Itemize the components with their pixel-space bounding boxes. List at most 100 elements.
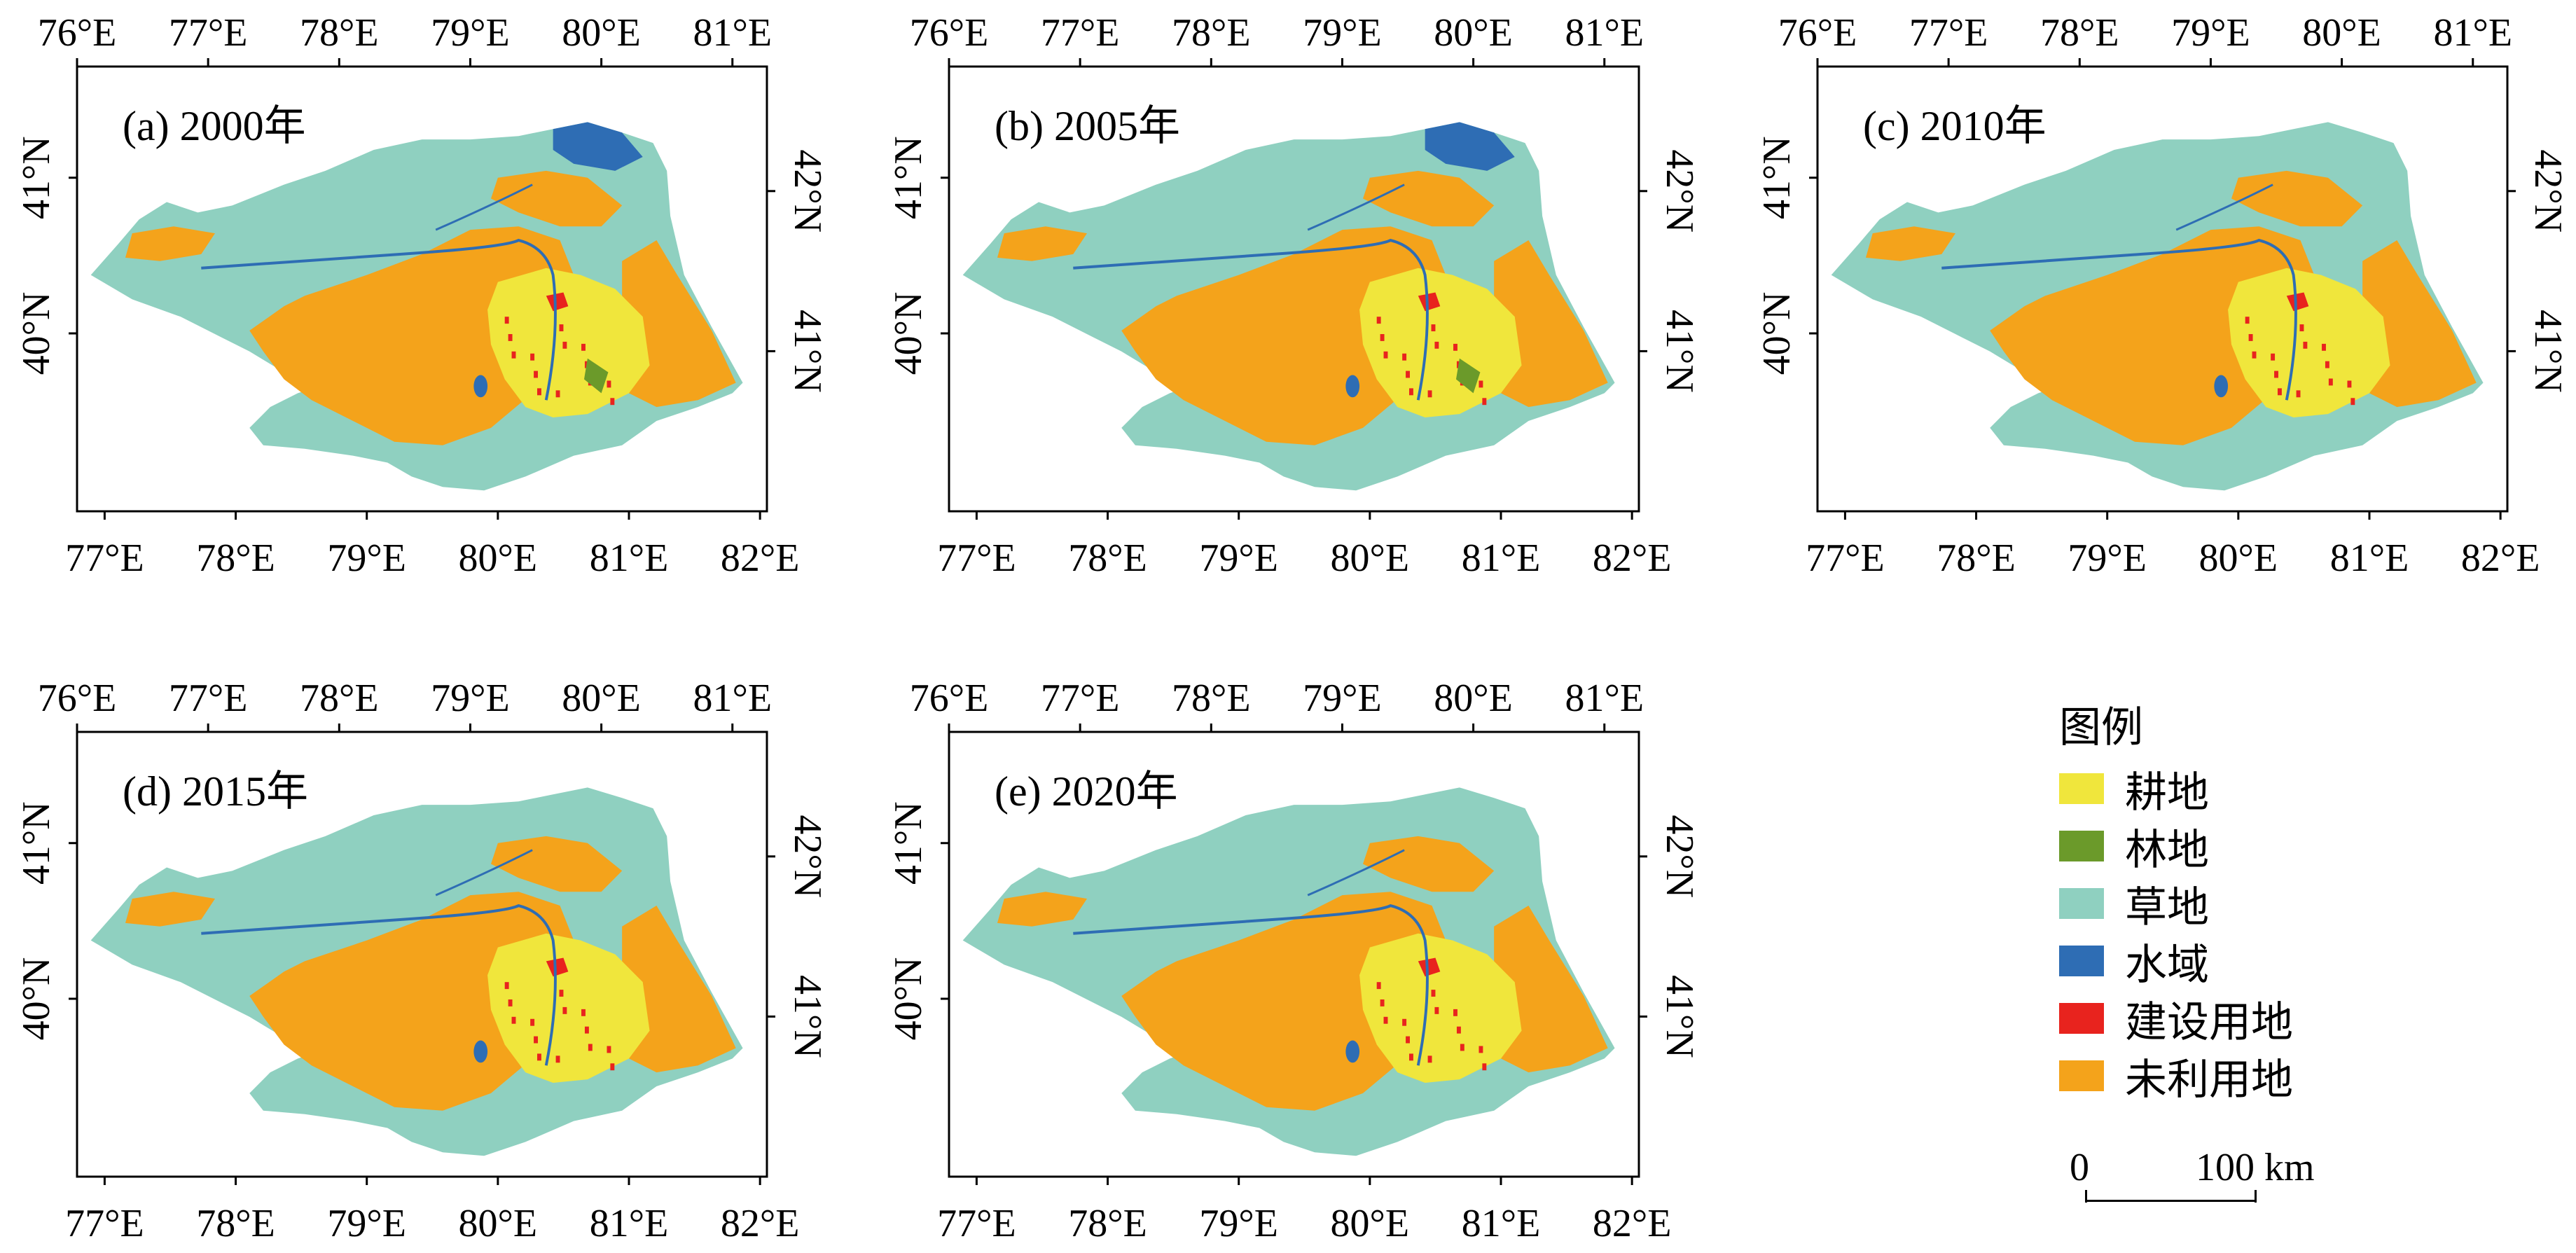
top-lon-label: 76°E [910, 11, 989, 55]
left-lat-label: 41°N [15, 801, 58, 885]
bottom-lon-label: 78°E [1937, 536, 2016, 580]
built-up-patch [555, 390, 560, 398]
left-lat-label: 40°N [1755, 292, 1799, 375]
built-up-patch [1460, 1044, 1464, 1051]
cropland-area [1359, 933, 1522, 1084]
river-tributary [1307, 849, 1405, 897]
right-lat-label: 41°N [786, 310, 829, 393]
map-region [90, 787, 743, 1156]
bottom-lon-label: 77°E [65, 536, 144, 580]
map-panel: 76°E 77°E 78°E 79°E 80°E 81°E 77°E 78°E 79°E 80°E… [1755, 11, 2570, 580]
scale-line [2085, 1200, 2257, 1202]
map-region [962, 787, 1615, 1156]
scale-tick-right [2255, 1190, 2257, 1203]
river-tributary [2175, 184, 2273, 231]
river [201, 904, 557, 1066]
built-up-patch [2303, 341, 2308, 349]
river [1941, 238, 2297, 401]
built-up-patch [508, 333, 513, 341]
legend-item: 耕地 [2059, 760, 2293, 817]
legend-item: 水域 [2059, 932, 2293, 990]
unused-land-north [1363, 836, 1495, 892]
cropland-area [487, 268, 650, 418]
bottom-lon-label: 80°E [1331, 536, 1410, 580]
built-up-patch [2245, 317, 2250, 324]
built-up-patch [511, 351, 516, 359]
built-up-patch [2252, 351, 2257, 359]
built-up-patch [2277, 388, 2282, 396]
legend-label: 建设用地 [2125, 999, 2293, 1046]
bottom-lon-label: 78°E [196, 1202, 275, 1245]
unused-land-east [2362, 240, 2477, 408]
bottom-lon-label: 82°E [1593, 536, 1672, 580]
map-panel: 76°E 77°E 78°E 79°E 80°E 81°E 77°E 78°E 79°E 80°E… [887, 11, 1701, 580]
bottom-lon-label: 79°E [2068, 536, 2147, 580]
unused-land-north [491, 170, 623, 227]
legend-swatch [2059, 946, 2104, 976]
built-up-patch [1456, 1026, 1461, 1034]
unused-land-north [1363, 170, 1495, 227]
scale-tick-left [2085, 1190, 2087, 1203]
top-lon-label: 80°E [562, 11, 641, 55]
built-up-patch [581, 343, 586, 351]
bottom-lon-label: 82°E [721, 1202, 800, 1245]
built-up-patch [1408, 1053, 1413, 1061]
top-lon-label: 78°E [300, 11, 379, 55]
legend-label: 耕地 [2125, 769, 2209, 816]
panel-title: (b) 2005年 [995, 103, 1180, 149]
bottom-lon-label: 81°E [590, 536, 669, 580]
top-lon-label: 76°E [38, 677, 117, 720]
built-up-patch [1383, 351, 1388, 359]
built-up-patch [534, 371, 538, 378]
built-up-patch [1427, 390, 1432, 398]
built-up-patch [1453, 343, 1457, 351]
top-lon-label: 80°E [562, 677, 641, 720]
top-lon-label: 79°E [2171, 11, 2250, 55]
top-lon-label: 76°E [1778, 11, 1857, 55]
built-up-patch [1479, 1046, 1483, 1053]
top-lon-label: 77°E [1041, 677, 1120, 720]
unused-land-east [622, 906, 736, 1073]
bottom-lon-label: 77°E [937, 1202, 1016, 1245]
scale-zero-label: 0 [2070, 1146, 2089, 1189]
bottom-lon-label: 77°E [65, 1202, 144, 1245]
bottom-lon-label: 82°E [2461, 536, 2540, 580]
built-up-patch [536, 1053, 541, 1061]
forest-patch [1455, 358, 1481, 394]
map-panel: 76°E 77°E 78°E 79°E 80°E 81°E 77°E 78°E 79°E 80°E… [15, 11, 829, 580]
built-up-patch [504, 317, 509, 324]
bottom-lon-label: 81°E [2330, 536, 2409, 580]
unused-land-area [249, 892, 574, 1111]
panel-title: (c) 2010年 [1863, 103, 2047, 149]
built-up-patch [562, 341, 567, 349]
legend-label: 未利用地 [2125, 1056, 2293, 1103]
built-up-patch [1406, 1036, 1410, 1044]
built-up-patch [1482, 398, 1487, 406]
top-lon-label: 81°E [693, 677, 772, 720]
top-lon-label: 79°E [1303, 11, 1382, 55]
scale-bar: 0 100 km [2070, 1145, 2315, 1208]
built-up-patch [2347, 380, 2352, 388]
built-up-patch [1431, 990, 1436, 997]
top-lon-label: 78°E [300, 677, 379, 720]
legend-item: 未利用地 [2059, 1047, 2293, 1105]
top-lon-label: 81°E [693, 11, 772, 55]
built-up-patch [2248, 333, 2253, 341]
built-up-patch [1434, 1006, 1439, 1014]
built-up-patch [504, 982, 509, 990]
built-up-patch [1380, 333, 1385, 341]
built-up-patch [584, 1026, 589, 1034]
panel-title: (d) 2015年 [123, 768, 308, 815]
bottom-lon-label: 80°E [2199, 536, 2278, 580]
lake [1345, 1040, 1360, 1063]
unused-land-area [1121, 226, 1446, 445]
top-lon-label: 78°E [1172, 11, 1251, 55]
top-lon-label: 80°E [1434, 11, 1513, 55]
top-lon-label: 81°E [1565, 677, 1644, 720]
scale-max-label: 100 km [2196, 1146, 2315, 1189]
unused-land-north [2231, 170, 2363, 227]
unused-land-area [1121, 892, 1446, 1111]
built-up-patch [1427, 1055, 1432, 1063]
water-area-north [1425, 122, 1515, 171]
built-up-patch [1376, 982, 1381, 990]
